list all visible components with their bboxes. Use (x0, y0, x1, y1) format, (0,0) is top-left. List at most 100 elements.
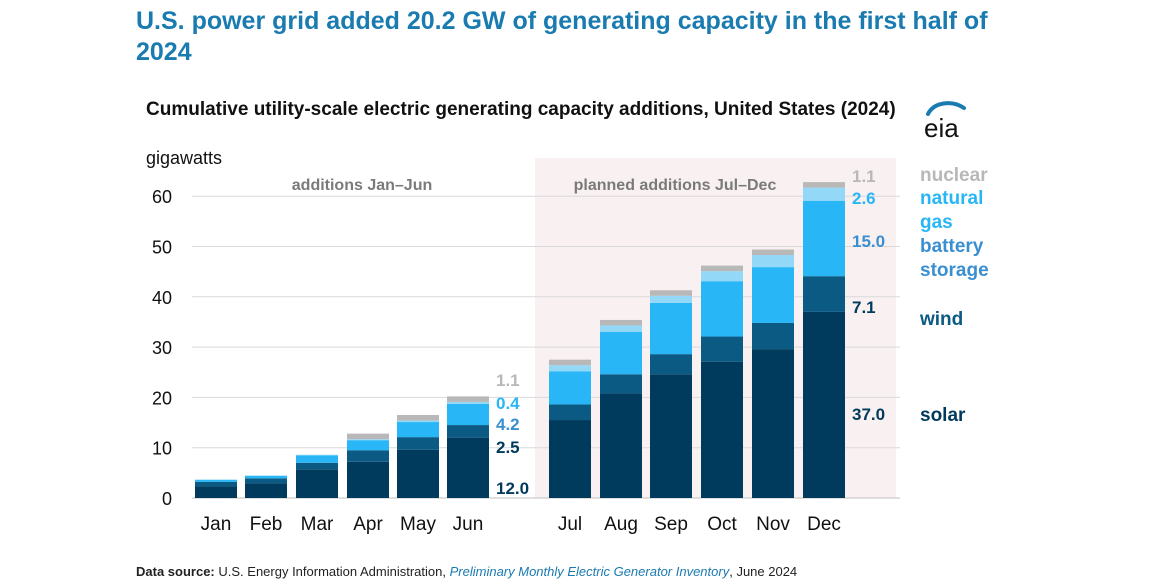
bar-battery-storage-oct (701, 281, 743, 337)
x-tick-label: Dec (807, 514, 841, 535)
bar-solar-apr (347, 461, 389, 498)
bar-nuclear-oct (701, 265, 743, 272)
chart: 0 10 20 30 40 50 60 additions Jan–Jun planned ad… (152, 158, 989, 535)
bar-battery-storage-aug (600, 332, 642, 375)
legend-item: nuclear (920, 165, 988, 186)
x-tick-label: Oct (707, 514, 737, 535)
bar-natural-gas-feb (245, 475, 287, 476)
bar-wind-aug (600, 374, 642, 394)
eia-logo-icon (926, 101, 966, 116)
data-source-date: , June 2024 (729, 564, 798, 579)
bar-battery-storage-feb (245, 475, 287, 479)
bar-wind-feb (245, 478, 287, 484)
data-source-publisher: U.S. Energy Information Administration, (218, 564, 446, 579)
bar-wind-oct (701, 336, 743, 362)
jun-value-label: 2.5 (496, 438, 520, 457)
bar-solar-dec (803, 311, 845, 498)
bar-nuclear-nov (752, 249, 794, 256)
bar-natural-gas-jul (549, 365, 591, 372)
bar-nuclear-aug (600, 319, 642, 326)
eia-logo-text: eia (924, 113, 959, 143)
bar-natural-gas-apr (347, 439, 389, 441)
x-tick-label: Feb (250, 514, 283, 535)
bar-solar-sep (650, 374, 692, 498)
y-tick-label: 30 (152, 338, 172, 358)
bar-battery-storage-apr (347, 440, 389, 451)
bar-nuclear-jun (447, 396, 489, 402)
bar-wind-dec (803, 276, 845, 312)
bar-wind-jul (549, 404, 591, 421)
legend-item: solar (920, 405, 966, 426)
x-tick-label: Jan (201, 514, 232, 535)
bar-nuclear-apr (347, 433, 389, 440)
x-tick-label: Sep (654, 514, 688, 535)
headline: U.S. power grid added 20.2 GW of generat… (136, 7, 988, 66)
jun-value-label: 12.0 (496, 479, 529, 498)
x-tick-label: Nov (756, 514, 790, 535)
bar-battery-storage-mar (296, 455, 338, 463)
bar-battery-storage-jan (195, 479, 237, 482)
legend-item: wind (919, 309, 963, 330)
x-tick-label: May (400, 514, 436, 535)
dec-value-label: 2.6 (852, 189, 876, 208)
x-tick-label: Jun (453, 514, 484, 535)
bar-solar-mar (296, 469, 338, 498)
jun-value-label: 0.4 (496, 394, 520, 413)
x-tick-label: Mar (301, 514, 334, 535)
jun-value-label: 4.2 (496, 415, 520, 434)
bar-nuclear-may (397, 415, 439, 421)
bar-natural-gas-aug (600, 325, 642, 333)
bar-nuclear-jul (549, 359, 591, 366)
bar-solar-jun (447, 437, 489, 498)
bar-battery-storage-nov (752, 267, 794, 323)
dec-value-label: 1.1 (852, 167, 876, 186)
y-tick-label: 40 (152, 288, 172, 308)
bar-wind-jun (447, 425, 489, 438)
bar-nuclear-dec (803, 182, 845, 188)
chart-title: Cumulative utility-scale electric genera… (146, 99, 896, 120)
bar-wind-apr (347, 450, 389, 462)
group-label: additions Jan–Jun (292, 177, 432, 194)
dec-value-label: 37.0 (852, 405, 885, 424)
data-source-label: Data source: (136, 564, 215, 579)
jun-value-label: 1.1 (496, 371, 520, 390)
bar-natural-gas-jun (447, 401, 489, 404)
bar-solar-jan (195, 486, 237, 498)
legend-item: gas (920, 212, 953, 233)
bar-natural-gas-jan (195, 479, 237, 480)
x-tick-label: Aug (604, 514, 638, 535)
bar-battery-storage-dec (803, 200, 845, 277)
y-tick-label: 0 (162, 489, 172, 509)
bar-natural-gas-nov (752, 255, 794, 268)
bar-wind-mar (296, 462, 338, 470)
y-tick-label: 10 (152, 439, 172, 459)
bar-solar-nov (752, 349, 794, 498)
legend-item: natural (920, 188, 983, 209)
dec-value-label: 7.1 (852, 298, 876, 317)
bar-natural-gas-oct (701, 271, 743, 282)
bar-natural-gas-mar (296, 454, 338, 456)
bar-solar-jul (549, 420, 591, 498)
bar-solar-aug (600, 393, 642, 498)
bar-wind-may (397, 437, 439, 450)
bar-nuclear-sep (650, 290, 692, 296)
y-axis-unit-label: gigawatts (146, 148, 223, 168)
bar-solar-may (397, 449, 439, 498)
bar-battery-storage-sep (650, 302, 692, 355)
y-tick-label: 60 (152, 187, 172, 207)
legend-item: battery (920, 236, 984, 257)
bar-natural-gas-sep (650, 295, 692, 303)
y-tick-label: 20 (152, 388, 172, 408)
bar-battery-storage-jun (447, 403, 489, 426)
bar-wind-sep (650, 354, 692, 375)
bar-battery-storage-jul (549, 371, 591, 405)
x-tick-label: Jul (558, 514, 582, 535)
data-source-publication: Preliminary Monthly Electric Generator I… (449, 564, 730, 579)
data-source: Data source: U.S. Energy Information Adm… (136, 564, 797, 579)
bar-battery-storage-may (397, 422, 439, 438)
group-label: planned additions Jul–Dec (574, 177, 777, 194)
bar-wind-jan (195, 481, 237, 487)
x-tick-label: Apr (353, 514, 383, 535)
dec-value-label: 15.0 (852, 232, 885, 251)
bar-natural-gas-may (397, 420, 439, 423)
